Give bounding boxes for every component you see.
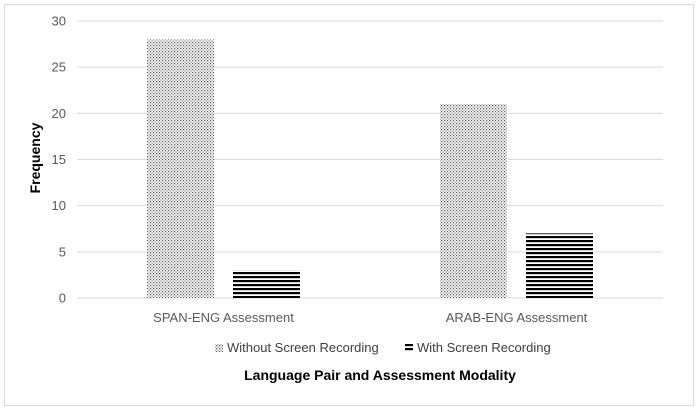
legend-swatch — [405, 344, 413, 352]
x-tick-label: SPAN-ENG Assessment — [153, 310, 294, 325]
y-tick-label: 10 — [52, 198, 66, 213]
bar-dots-1 — [440, 104, 507, 298]
x-axis-title: Language Pair and Assessment Modality — [244, 367, 516, 383]
y-tick-label: 0 — [59, 291, 66, 306]
x-axis-ticks: SPAN-ENG Assessment ARAB-ENG Assessment — [153, 310, 588, 325]
y-axis-ticks: 0 5 10 15 20 25 30 — [52, 14, 66, 306]
bars — [147, 39, 593, 298]
legend: Without Screen Recording With Screen Reco… — [215, 340, 551, 355]
y-tick-label: 15 — [52, 152, 66, 167]
chart-frame — [4, 4, 694, 406]
legend-label: Without Screen Recording — [227, 340, 379, 355]
y-tick-label: 25 — [52, 60, 66, 75]
y-axis-title: Frequency — [27, 122, 43, 193]
legend-label: With Screen Recording — [417, 340, 551, 355]
y-tick-label: 5 — [59, 244, 66, 259]
bar-dots-0 — [147, 39, 214, 298]
bar-horizontal-lines-1 — [526, 233, 593, 298]
x-tick-label: ARAB-ENG Assessment — [446, 310, 588, 325]
legend-swatch — [215, 344, 223, 352]
y-tick-label: 20 — [52, 106, 66, 121]
bar-horizontal-lines-0 — [233, 270, 300, 298]
y-tick-label: 30 — [52, 14, 66, 29]
